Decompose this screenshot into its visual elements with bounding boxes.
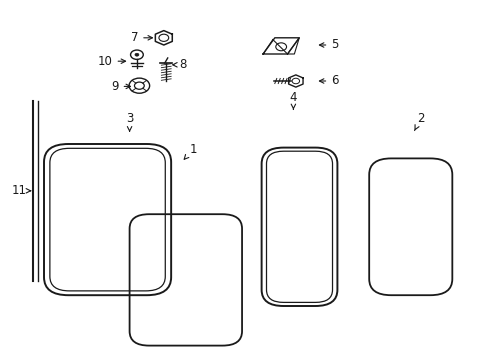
Circle shape (135, 53, 139, 56)
Text: 7: 7 (130, 31, 152, 44)
Text: 6: 6 (319, 75, 338, 87)
Text: 8: 8 (172, 58, 187, 71)
Text: 3: 3 (125, 112, 133, 131)
Text: 11: 11 (12, 184, 31, 197)
Text: 9: 9 (111, 80, 130, 93)
Text: 5: 5 (319, 39, 338, 51)
Text: 2: 2 (414, 112, 424, 131)
Text: 1: 1 (184, 143, 197, 159)
Text: 4: 4 (289, 91, 297, 109)
Text: 10: 10 (98, 55, 125, 68)
